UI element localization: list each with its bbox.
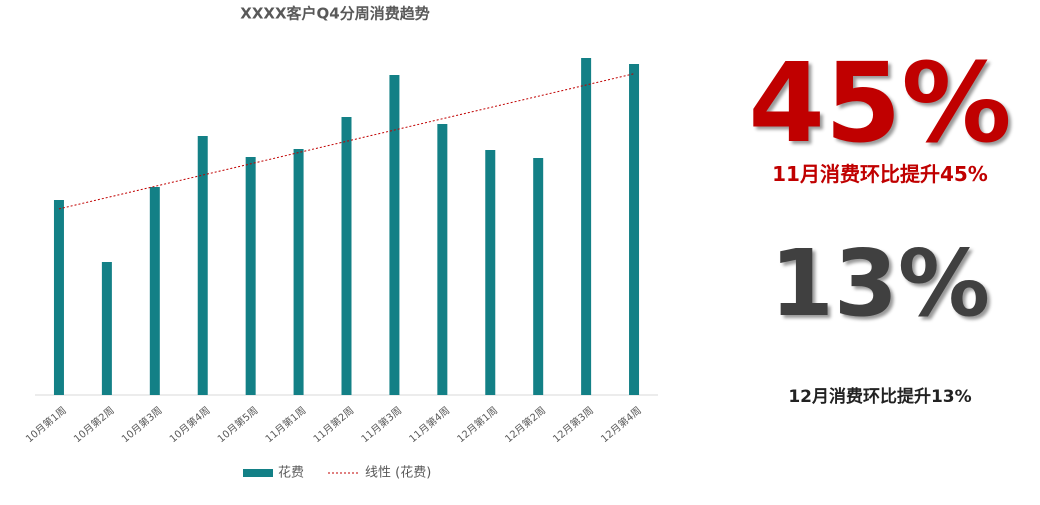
x-tick-label: 10月第2周	[71, 404, 117, 446]
x-tick-label: 12月第3周	[550, 404, 596, 446]
highlight-figure: 45%	[748, 39, 1012, 167]
x-tick-label: 12月第2周	[502, 404, 548, 446]
x-tick-label: 11月第1周	[262, 404, 308, 446]
x-tick-label: 10月第4周	[167, 404, 213, 446]
highlight-caption: 11月消费环比提升45%	[772, 162, 988, 186]
bar	[341, 117, 352, 395]
x-tick-label: 10月第3周	[119, 404, 165, 446]
bar	[389, 75, 400, 395]
legend-label: 线性 (花费)	[365, 465, 431, 481]
bar	[149, 187, 160, 395]
bar	[437, 124, 448, 395]
chart-title: XXXX客户Q4分周消费趋势	[240, 5, 429, 23]
x-tick-label: 11月第2周	[310, 404, 356, 446]
x-tick-label: 10月第5周	[215, 404, 261, 446]
bar	[485, 150, 496, 395]
highlight-caption: 12月消费环比提升13%	[788, 387, 972, 407]
x-tick-label: 11月第4周	[406, 404, 452, 446]
bar	[533, 158, 544, 395]
chart: XXXX客户Q4分周消费趋势 10月第1周 10月第2周 10月第3周 10月第4周 1…	[23, 5, 658, 481]
x-tick-label: 11月第3周	[358, 404, 404, 446]
bar	[581, 58, 592, 395]
bar	[197, 136, 208, 395]
bar	[101, 262, 112, 395]
x-tick-label: 10月第1周	[23, 404, 69, 446]
trendline	[58, 73, 635, 210]
x-tick-label: 12月第1周	[454, 404, 500, 446]
bar	[53, 200, 64, 395]
bar	[293, 149, 304, 395]
bar	[245, 157, 256, 395]
bar	[629, 64, 640, 395]
legend-swatch	[243, 469, 273, 477]
x-tick-label: 12月第4周	[598, 404, 644, 446]
legend-label: 花费	[278, 465, 304, 481]
highlight-figure: 13%	[769, 230, 991, 337]
